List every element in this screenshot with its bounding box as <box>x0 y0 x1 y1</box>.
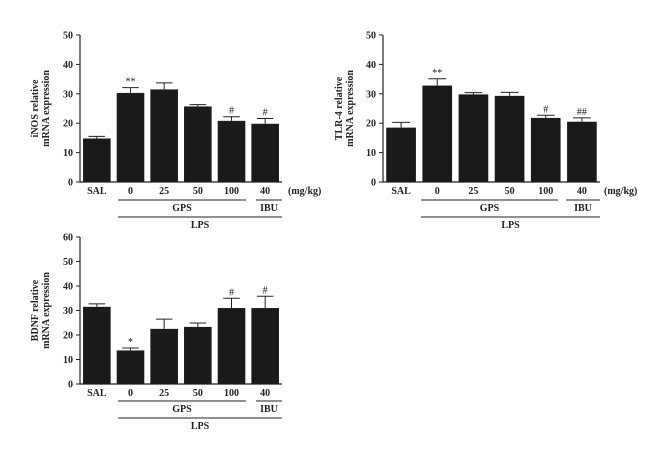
bar <box>116 350 145 384</box>
y-tick-label: 20 <box>366 119 376 130</box>
lps-group-label: LPS <box>191 421 210 432</box>
y-tick-label: 50 <box>63 257 73 268</box>
x-category-label: 40 <box>260 388 270 399</box>
y-axis-label: BDNF relativemRNA expression <box>30 272 52 349</box>
bar <box>83 138 111 182</box>
y-axis-label-line: mRNA expression <box>41 70 52 147</box>
y-tick-label: 10 <box>63 355 73 366</box>
x-category-label: SAL <box>87 388 107 399</box>
x-category-label: 100 <box>224 388 239 399</box>
x-category-label: 50 <box>193 186 203 197</box>
gps-group-label: GPS <box>172 404 192 415</box>
bar <box>494 95 525 182</box>
unit-label: (mg/kg) <box>604 186 637 197</box>
bar <box>150 89 178 182</box>
bar <box>251 123 279 182</box>
y-axis-label: TLR-4 relativemRNA expression <box>334 70 356 147</box>
significance-marker: * <box>128 337 133 348</box>
x-category-label: 40 <box>577 186 587 197</box>
x-category-label: 25 <box>468 186 478 197</box>
x-category-label: 0 <box>128 186 133 197</box>
bar <box>116 92 145 182</box>
bar <box>567 121 597 182</box>
y-tick-label: 10 <box>366 148 376 159</box>
bar <box>83 306 111 384</box>
y-tick-label: 0 <box>371 178 376 189</box>
significance-marker: ## <box>577 107 587 118</box>
y-tick-label: 30 <box>366 89 376 100</box>
y-tick-label: 50 <box>63 31 73 42</box>
y-tick-label: 30 <box>63 306 73 317</box>
significance-marker: # <box>263 107 268 118</box>
x-category-label: 50 <box>193 388 203 399</box>
y-tick-label: 0 <box>68 380 73 391</box>
x-category-label: 40 <box>260 186 270 197</box>
ibu-group-label: IBU <box>260 404 278 415</box>
bar <box>422 85 453 182</box>
x-category-label: 100 <box>538 186 553 197</box>
x-category-label: 25 <box>159 388 169 399</box>
unit-label: (mg/kg) <box>288 186 321 197</box>
significance-marker: # <box>229 287 234 298</box>
lps-group-label: LPS <box>501 220 520 231</box>
bar <box>184 106 212 182</box>
y-tick-label: 10 <box>63 148 73 159</box>
bar <box>458 94 489 182</box>
significance-marker: # <box>543 104 548 115</box>
bdnf-chart-panel: 0 10 20 30 40 50 60 BDNF relativemRNA expressio… <box>30 233 282 432</box>
significance-marker: ** <box>126 77 136 88</box>
ibu-group-label: IBU <box>574 203 592 214</box>
bar <box>217 120 246 182</box>
x-category-label: SAL <box>391 186 411 197</box>
bar <box>530 117 561 182</box>
y-tick-label: 40 <box>63 60 73 71</box>
y-tick-label: 30 <box>63 89 73 100</box>
bar <box>150 328 178 384</box>
bar <box>251 308 279 384</box>
tlr4-chart-panel: 0 10 20 30 40 50 TLR-4 relativemRNA expression… <box>334 31 637 232</box>
y-tick-label: 20 <box>63 119 73 130</box>
gps-group-label: GPS <box>480 203 500 214</box>
y-axis-label-line: BDNF relative <box>30 279 41 341</box>
lps-group-label: LPS <box>191 220 210 231</box>
x-category-label: 0 <box>435 186 440 197</box>
y-tick-label: 20 <box>63 331 73 342</box>
y-tick-label: 50 <box>366 31 376 42</box>
significance-marker: # <box>229 106 234 117</box>
bar <box>184 326 212 384</box>
inos-chart-panel: 0 10 20 30 40 50 iNOS relativemRNA expression S… <box>30 31 321 232</box>
ibu-group-label: IBU <box>260 203 278 214</box>
x-category-label: 50 <box>505 186 515 197</box>
significance-marker: ** <box>432 68 442 79</box>
significance-marker: # <box>263 285 268 296</box>
y-axis-label-line: mRNA expression <box>345 70 356 147</box>
y-tick-label: 60 <box>63 233 73 244</box>
y-tick-label: 40 <box>366 60 376 71</box>
x-category-label: 25 <box>159 186 169 197</box>
y-axis-label: iNOS relativemRNA expression <box>30 70 52 147</box>
x-category-label: 100 <box>224 186 239 197</box>
x-category-label: 0 <box>128 388 133 399</box>
y-axis-label-line: TLR-4 relative <box>334 76 345 140</box>
bar <box>386 127 416 182</box>
y-axis-label-line: iNOS relative <box>30 79 41 137</box>
y-axis-label-line: mRNA expression <box>41 272 52 349</box>
x-category-label: SAL <box>87 186 107 197</box>
gps-group-label: GPS <box>172 203 192 214</box>
y-tick-label: 40 <box>63 282 73 293</box>
y-tick-label: 0 <box>68 178 73 189</box>
bar <box>217 308 246 384</box>
